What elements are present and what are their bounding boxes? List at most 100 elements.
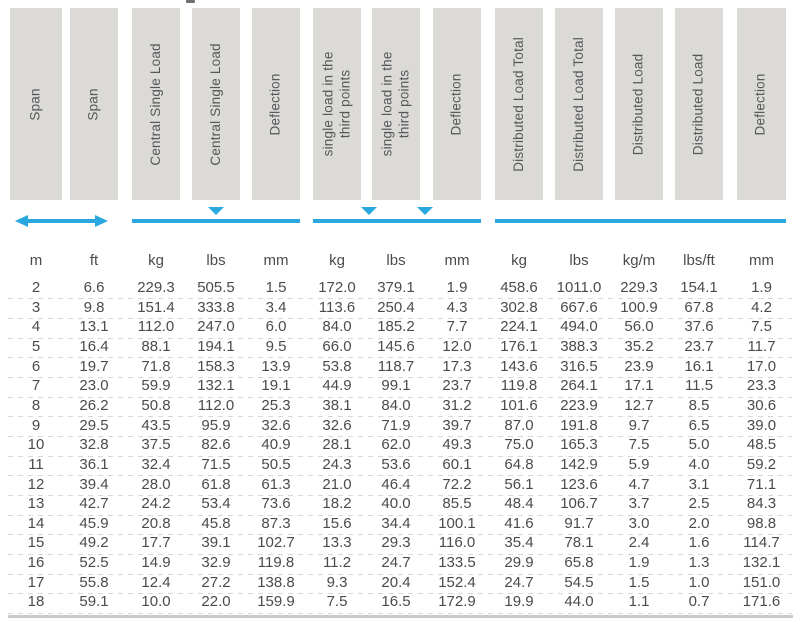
table-cell: 145.6: [377, 337, 415, 355]
table-cell: 13: [27, 495, 45, 513]
column-header-label: single load in the third points: [379, 51, 411, 157]
table-cell: 172.9: [438, 593, 476, 611]
table-cell: 40.9: [261, 436, 291, 454]
table-cell: 59.2: [746, 455, 777, 473]
table-cell: 12.0: [442, 337, 472, 355]
column-header-label: Central Single Load: [207, 42, 223, 166]
table-cell: 229.3: [620, 279, 658, 296]
row-separator: [8, 455, 792, 457]
row-separator: [8, 593, 792, 595]
table-cell: 5.0: [688, 436, 710, 454]
table-cell: 1.9: [628, 554, 650, 572]
table-cell: 87.0: [504, 416, 534, 434]
table-cell: 194.1: [197, 337, 235, 355]
table-cell: 185.2: [377, 318, 415, 336]
table-cell: 171.6: [742, 593, 781, 611]
table-cell: 82.6: [201, 436, 231, 454]
table-cell: 16.1: [684, 357, 714, 375]
table-cell: 24.7: [504, 573, 534, 591]
table-cell: 6.5: [688, 416, 710, 434]
table-cell: 4: [31, 318, 41, 336]
table-cell: 667.6: [560, 298, 598, 316]
table-cell: 0.7: [688, 593, 710, 611]
column-header-distributed-load-total-kg: Distributed Load Total: [495, 8, 543, 200]
table-cell: 78.1: [564, 534, 594, 552]
table-cell: 112.0: [197, 396, 235, 414]
central-single-load-line: [132, 219, 300, 223]
table-cell: 1.5: [628, 573, 650, 591]
table-cell: 71.9: [381, 416, 411, 434]
point-load-marker-icon: [361, 207, 377, 215]
table-cell: 56.1: [504, 475, 534, 493]
table-cell: 32.6: [322, 416, 352, 434]
unit-label-third-deflection: mm: [444, 252, 470, 269]
column-header-label: Distributed Load: [630, 53, 646, 155]
table-cell: 5: [31, 337, 41, 355]
table-cell: 505.5: [197, 279, 235, 296]
row-separator: [8, 396, 792, 398]
table-cell: 84.0: [381, 396, 411, 414]
column-header-distributed-deflection: Deflection: [737, 8, 786, 200]
table-cell: 13.3: [322, 534, 352, 552]
table-cell: 98.8: [746, 514, 777, 532]
table-cell: 9.8: [83, 298, 105, 316]
table-cell: 45.9: [79, 514, 109, 532]
unit-label-third-point-load-kg: kg: [329, 252, 345, 269]
table-cell: 50.5: [261, 455, 291, 473]
table-cell: 9.7: [628, 416, 650, 434]
point-load-marker-icon: [417, 207, 433, 215]
table-cell: 100.9: [620, 298, 658, 316]
table-cell: 71.8: [141, 357, 171, 375]
table-cell: 8: [31, 396, 41, 414]
table-cell: 3.1: [688, 475, 710, 493]
distributed-load-line: [495, 219, 786, 223]
table-cell: 26.2: [79, 396, 109, 414]
table-cell: 28.1: [322, 436, 352, 454]
table-cell: 16.4: [79, 337, 109, 355]
table-cell: 172.0: [318, 279, 356, 296]
row-separator: [8, 553, 792, 555]
unit-label-distributed-load-total-lbs: lbs: [569, 252, 589, 269]
table-cell: 25.3: [261, 396, 291, 414]
table-cell: 52.5: [79, 554, 109, 572]
table-cell: 7.7: [446, 318, 468, 336]
column-header-label: Span: [85, 87, 101, 121]
table-cell: 191.8: [560, 416, 598, 434]
table-cell: 20.8: [141, 514, 171, 532]
table-cell: 43.5: [141, 416, 171, 434]
table-cell: 19.1: [261, 377, 291, 395]
column-header-label: Distributed Load Total: [510, 36, 526, 172]
table-cell: 2: [31, 279, 41, 296]
table-cell: 3: [31, 298, 41, 316]
table-cell: 379.1: [377, 279, 415, 296]
table-cell: 32.8: [79, 436, 109, 454]
point-load-marker-icon: [208, 207, 224, 215]
table-cell: 44.9: [322, 377, 352, 395]
column-header-label: Central Single Load: [147, 42, 163, 166]
table-cell: 23.7: [442, 377, 472, 395]
table-cell: 11.5: [684, 377, 714, 395]
row-separator: [8, 318, 792, 320]
table-cell: 59.1: [79, 593, 109, 611]
table-cell: 4.2: [751, 298, 772, 316]
row-separator: [8, 514, 792, 516]
table-cell: 49.3: [442, 436, 472, 454]
table-cell: 113.6: [318, 298, 356, 316]
table-cell: 53.6: [381, 455, 411, 473]
table-cell: 316.5: [560, 357, 598, 375]
table-cell: 229.3: [137, 279, 175, 296]
table-cell: 17.3: [442, 357, 472, 375]
table-cell: 3.7: [628, 495, 650, 513]
table-cell: 12: [27, 475, 45, 493]
table-cell: 143.6: [500, 357, 538, 375]
table-cell: 10: [27, 436, 45, 454]
column-header-span-ft: Span: [70, 8, 118, 200]
column-header-central-deflection: Deflection: [252, 8, 300, 200]
table-cell: 17.0: [746, 357, 777, 375]
table-cell: 9: [31, 416, 41, 434]
table-cell: 302.8: [500, 298, 538, 316]
table-cell: 17: [27, 573, 45, 591]
table-cell: 50.8: [141, 396, 171, 414]
table-cell: 154.1: [680, 279, 718, 296]
table-cell: 87.3: [261, 514, 291, 532]
